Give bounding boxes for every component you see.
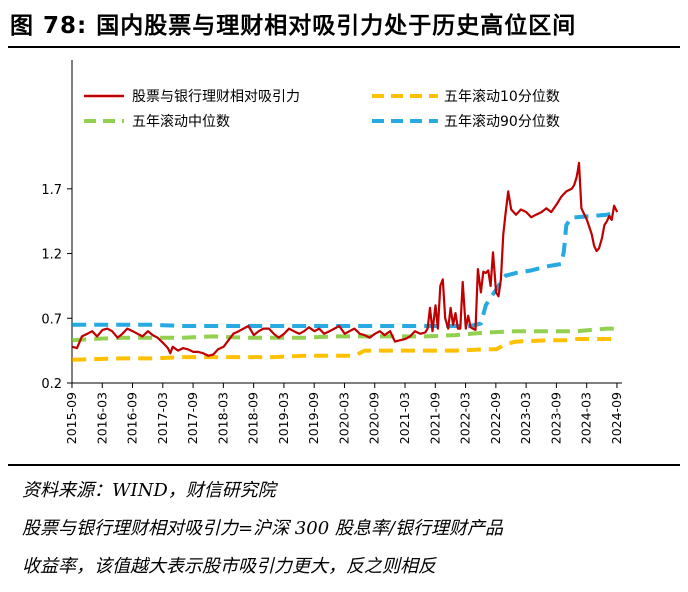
x-tick-label: 2023-09 [548,392,563,444]
x-tick-label: 2019-09 [306,392,321,444]
y-tick-label: 0.7 [41,312,62,327]
series-line [72,337,618,362]
x-tick-label: 2015-09 [64,392,79,444]
y-tick-label: 1.7 [41,183,62,198]
x-tick-label: 2016-09 [125,392,140,444]
title-rule [8,46,680,48]
footer-rule [8,464,680,466]
x-tick-label: 2021-09 [427,392,442,444]
x-tick-label: 2017-09 [185,392,200,444]
y-axis: 0.2 0.7 1.2 1.7 [41,60,73,392]
x-tick-label: 2024-09 [609,392,624,444]
x-tick-label: 2021-03 [397,392,412,444]
x-tick-label: 2019-03 [276,392,291,444]
x-tick-label: 2017-03 [155,392,170,444]
x-tick-label: 2022-03 [458,392,473,444]
definition-line-1: 股票与银行理财相对吸引力=沪深 300 股息率/银行理财产品 [22,518,503,539]
y-tick-label: 1.2 [41,248,62,263]
x-tick-label: 2024-03 [579,392,594,444]
y-tick-label: 0.2 [41,377,62,392]
x-tick-label: 2018-09 [246,392,261,444]
x-tick-label: 2020-09 [367,392,382,444]
legend-label: 五年滚动90分位数 [444,113,560,130]
series-line [72,210,618,328]
definition-line-2: 收益率，该值越大表示股市吸引力更大，反之则相反 [22,556,436,577]
x-axis: 2015-09 2016-03 2016-09 2017-03 2017-09 2018-… [64,382,624,444]
plot-area [71,161,619,362]
x-tick-label: 2018-03 [215,392,230,444]
x-tick-label: 2020-03 [336,392,351,444]
series-line [71,161,619,357]
legend-label: 五年滚动10分位数 [444,88,560,105]
series-line [72,326,618,343]
x-tick-label: 2022-09 [488,392,503,444]
legend-label: 股票与银行理财相对吸引力 [132,89,300,105]
x-tick-label: 2016-03 [94,392,109,444]
legend-label: 五年滚动中位数 [132,113,230,130]
x-tick-label: 2023-03 [518,392,533,444]
source-note: 资料来源：WIND，财信研究院 [22,480,276,501]
figure-title: 图 78: 国内股票与理财相对吸引力处于历史高位区间 [10,13,577,39]
